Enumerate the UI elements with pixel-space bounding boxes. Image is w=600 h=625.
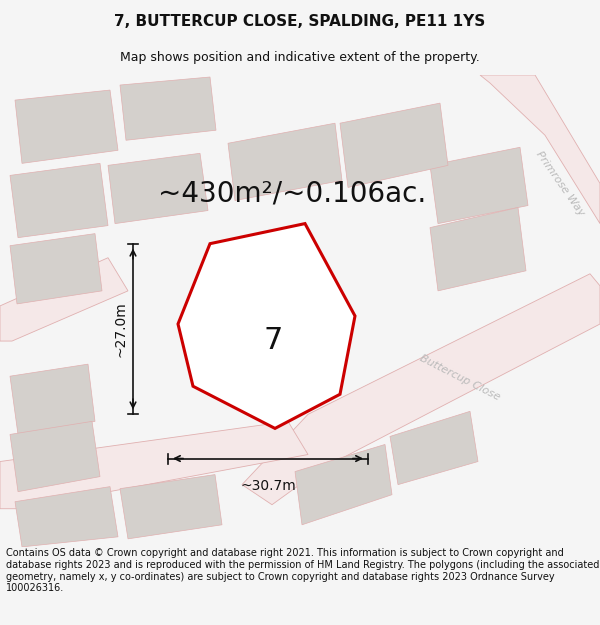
Text: Map shows position and indicative extent of the property.: Map shows position and indicative extent… (120, 51, 480, 64)
Polygon shape (10, 364, 95, 434)
Polygon shape (242, 274, 600, 505)
Polygon shape (0, 421, 308, 509)
Polygon shape (178, 224, 355, 428)
Polygon shape (10, 163, 108, 238)
Text: Buttercup Close: Buttercup Close (418, 354, 502, 403)
Polygon shape (430, 208, 526, 291)
Polygon shape (10, 234, 102, 304)
Text: ~27.0m: ~27.0m (114, 301, 128, 357)
Polygon shape (390, 411, 478, 484)
Polygon shape (120, 474, 222, 539)
Polygon shape (248, 251, 320, 324)
Polygon shape (340, 103, 448, 188)
Polygon shape (480, 75, 600, 224)
Polygon shape (15, 487, 118, 547)
Text: Primrose Way: Primrose Way (534, 149, 586, 218)
Polygon shape (430, 148, 528, 224)
Polygon shape (10, 421, 100, 492)
Text: 7: 7 (263, 326, 283, 356)
Polygon shape (15, 90, 118, 163)
Text: ~430m²/~0.106ac.: ~430m²/~0.106ac. (158, 179, 426, 208)
Polygon shape (108, 153, 208, 224)
Text: Contains OS data © Crown copyright and database right 2021. This information is : Contains OS data © Crown copyright and d… (6, 549, 599, 593)
Polygon shape (0, 258, 128, 341)
Text: 7, BUTTERCUP CLOSE, SPALDING, PE11 1YS: 7, BUTTERCUP CLOSE, SPALDING, PE11 1YS (115, 14, 485, 29)
Polygon shape (228, 123, 342, 201)
Text: ~30.7m: ~30.7m (240, 479, 296, 492)
Polygon shape (295, 444, 392, 525)
Polygon shape (120, 77, 216, 140)
